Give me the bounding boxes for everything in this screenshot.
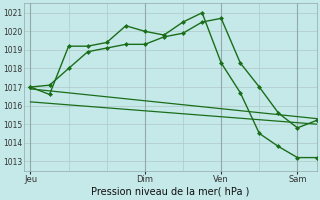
X-axis label: Pression niveau de la mer( hPa ): Pression niveau de la mer( hPa ): [91, 187, 250, 197]
